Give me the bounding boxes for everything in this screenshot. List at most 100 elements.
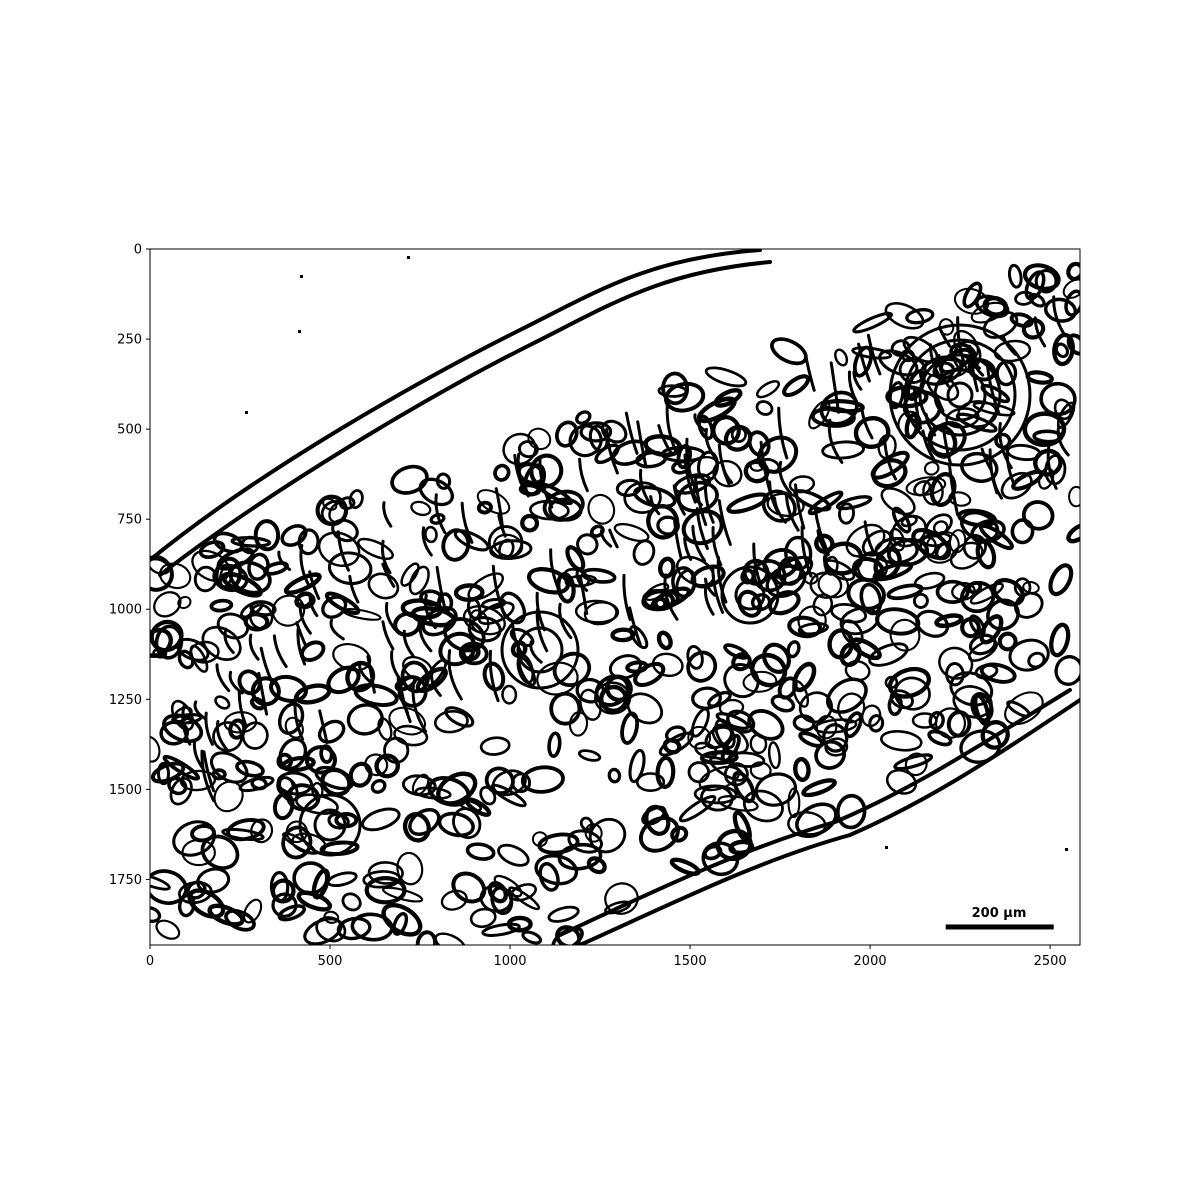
cell — [175, 637, 210, 662]
cell — [155, 919, 181, 940]
cell — [928, 710, 945, 731]
cell — [489, 539, 533, 560]
cell — [905, 476, 947, 497]
cell — [755, 380, 781, 399]
cell — [715, 712, 750, 730]
cell — [156, 761, 171, 786]
cell — [520, 765, 565, 794]
cell-streak — [181, 705, 192, 746]
cell — [687, 761, 710, 784]
speck — [300, 275, 303, 278]
cell — [644, 804, 671, 836]
cell — [565, 545, 586, 572]
cell — [169, 777, 193, 806]
cell — [629, 625, 649, 650]
cell — [902, 335, 939, 364]
cell-streak — [784, 491, 800, 532]
cell — [579, 421, 613, 443]
cell — [646, 504, 680, 540]
cell — [1066, 522, 1080, 544]
cell — [153, 591, 182, 618]
cell — [551, 926, 584, 945]
cell — [830, 603, 868, 624]
cell — [469, 907, 497, 929]
scale-bar: 200 μm — [945, 906, 1054, 930]
cell — [221, 827, 265, 842]
cell — [975, 539, 997, 570]
cell — [221, 571, 263, 598]
cell — [465, 842, 496, 861]
cell-streak — [883, 437, 898, 481]
cell — [960, 510, 1000, 543]
cell-streak — [663, 573, 679, 621]
cell-streak — [672, 484, 686, 516]
cell — [747, 709, 785, 741]
y-tick-label: 1750 — [109, 873, 142, 888]
cell — [979, 523, 1014, 551]
cell-streak — [693, 413, 708, 433]
cell — [317, 531, 361, 568]
cell — [1011, 469, 1044, 491]
cell — [509, 883, 537, 902]
cell — [750, 593, 772, 612]
cell — [997, 631, 1018, 652]
cell — [327, 551, 373, 586]
cell-streak — [721, 462, 734, 484]
cell-streak — [863, 520, 875, 554]
cell — [1007, 263, 1023, 289]
cell — [777, 676, 798, 700]
cell-streak — [866, 333, 882, 376]
cell-streak — [636, 420, 648, 469]
cell — [912, 592, 929, 609]
cell — [377, 717, 393, 741]
cell-streak — [396, 675, 409, 715]
cell — [604, 882, 639, 915]
cell-streak — [816, 529, 830, 556]
vascular-bundle — [298, 323, 1032, 857]
cell-streak — [348, 574, 360, 604]
cell-streak — [296, 627, 307, 666]
cell — [423, 525, 438, 544]
cell — [517, 440, 539, 459]
cell — [893, 676, 931, 711]
cell — [1053, 398, 1073, 421]
cell — [704, 366, 748, 388]
cell — [574, 599, 620, 624]
cell — [813, 718, 858, 734]
cell — [323, 910, 340, 924]
cell — [150, 869, 188, 905]
cell — [271, 594, 306, 627]
cell — [453, 529, 490, 552]
cell — [393, 724, 429, 747]
cell — [583, 601, 618, 626]
cell-streak — [336, 530, 350, 572]
cell — [905, 308, 935, 325]
cell — [904, 752, 928, 777]
cell-streak — [215, 720, 230, 753]
cell — [159, 720, 190, 746]
cell — [401, 774, 437, 797]
cell — [873, 547, 902, 581]
cell-streak — [298, 602, 312, 635]
cell — [173, 706, 193, 723]
cell — [687, 725, 712, 750]
cell — [923, 461, 940, 476]
cell-streak — [421, 526, 433, 557]
cell-streak — [575, 567, 589, 592]
cell — [508, 886, 541, 911]
cell — [481, 597, 507, 610]
cell — [853, 416, 891, 449]
cell — [150, 554, 172, 575]
cell — [844, 660, 871, 682]
cell — [886, 538, 930, 567]
cell — [792, 661, 817, 693]
cell-streak — [529, 640, 543, 664]
cell — [1062, 278, 1080, 299]
cell — [317, 719, 346, 744]
cell — [400, 598, 443, 620]
cell — [390, 464, 429, 495]
cell — [286, 783, 321, 812]
axes-frame — [149, 248, 1081, 946]
cell — [859, 582, 883, 616]
cell-streak — [1052, 295, 1067, 337]
